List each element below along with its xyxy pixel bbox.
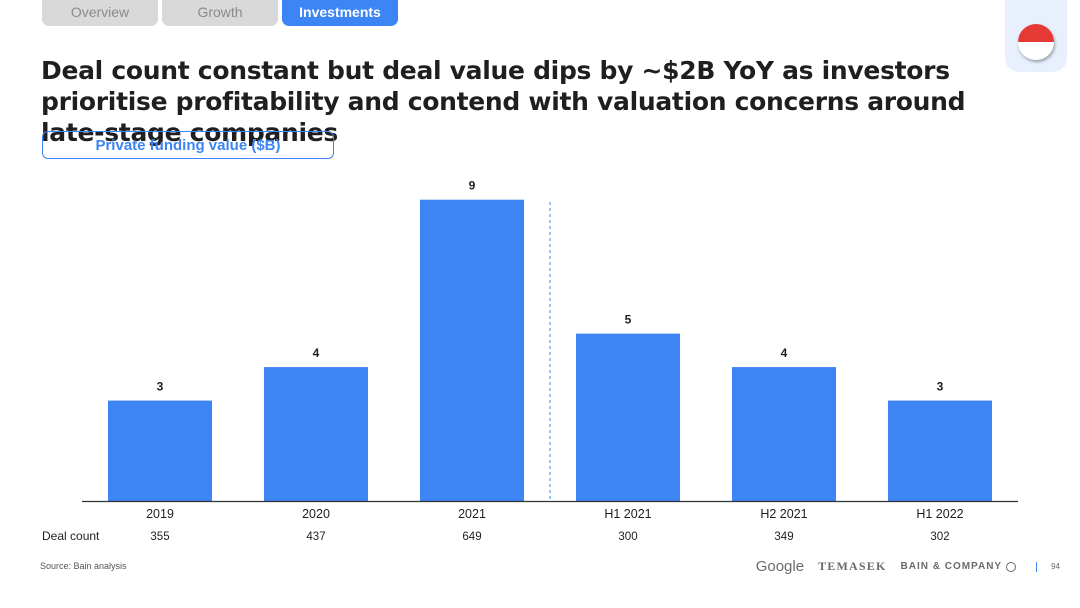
bar-0 (108, 400, 212, 501)
country-flag-badge (1005, 0, 1067, 72)
category-label-3: H1 2021 (604, 507, 651, 521)
value-label-3: 5 (625, 313, 632, 327)
bar-5 (888, 400, 992, 501)
flag-red-stripe (1018, 24, 1054, 42)
deal-count-1: 437 (306, 531, 325, 543)
deal-count-2: 649 (462, 531, 481, 543)
category-label-1: 2020 (302, 507, 330, 521)
deal-count-4: 349 (774, 531, 793, 543)
page-title: Deal count constant but deal value dips … (41, 56, 966, 147)
chart-title-pill: Private funding value ($B) (42, 131, 334, 159)
bar-4 (732, 367, 836, 501)
deal-count-5: 302 (930, 531, 949, 543)
value-label-0: 3 (157, 380, 164, 394)
footer-divider (1036, 561, 1038, 572)
value-label-1: 4 (313, 346, 320, 360)
tab-bar: Overview Growth Investments (42, 0, 398, 26)
category-label-0: 2019 (146, 507, 174, 521)
category-label-4: H2 2021 (760, 507, 807, 521)
deal-count-label: Deal count (42, 529, 100, 543)
bar-2 (420, 199, 524, 501)
category-label-5: H1 2022 (916, 507, 963, 521)
flag-white-stripe (1018, 42, 1054, 60)
footer-logos: Google TEMASEK BAIN & COMPANY 94 (756, 558, 1060, 575)
page-number: 94 (1051, 562, 1060, 571)
bain-circle-icon (1006, 561, 1017, 572)
value-label-2: 9 (469, 179, 476, 193)
tab-growth[interactable]: Growth (162, 0, 278, 26)
category-label-2: 2021 (458, 507, 486, 521)
temasek-logo: TEMASEK (818, 559, 887, 573)
google-logo: Google (755, 558, 805, 575)
deal-count-0: 355 (150, 531, 169, 543)
bar-3 (576, 333, 680, 501)
bar-1 (264, 367, 368, 501)
source-note: Source: Bain analysis (40, 561, 127, 571)
value-label-4: 4 (781, 346, 788, 360)
bain-logo-text: BAIN & COMPANY (900, 561, 1003, 572)
value-label-5: 3 (937, 380, 944, 394)
deal-count-3: 300 (618, 531, 637, 543)
indonesia-flag-icon (1018, 24, 1054, 60)
bain-logo: BAIN & COMPANY (901, 561, 1017, 572)
tab-overview[interactable]: Overview (42, 0, 158, 26)
tab-investments[interactable]: Investments (282, 0, 398, 26)
